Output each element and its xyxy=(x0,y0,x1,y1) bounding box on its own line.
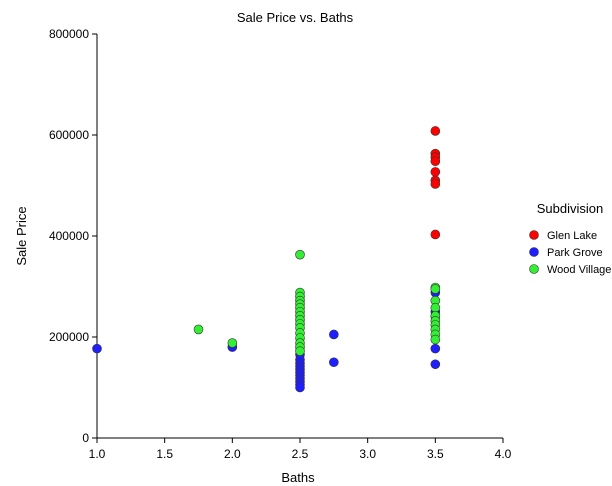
y-ticks: 0 200000 400000 600000 800000 xyxy=(49,27,97,445)
legend-label: Glen Lake xyxy=(547,230,597,242)
legend-marker xyxy=(529,230,539,240)
data-point xyxy=(430,229,441,240)
data-point xyxy=(430,284,441,294)
series-glen-lake xyxy=(430,126,441,240)
data-point xyxy=(430,343,441,354)
y-tick-label: 200000 xyxy=(49,330,89,344)
x-tick-label: 1.5 xyxy=(156,447,173,461)
data-point xyxy=(430,126,441,136)
series-wood-village xyxy=(193,249,441,356)
data-point xyxy=(430,302,441,313)
data-point xyxy=(430,334,441,345)
data-point xyxy=(430,179,441,189)
data-point xyxy=(295,346,305,356)
data-point xyxy=(92,343,102,354)
x-tick-label: 2.5 xyxy=(292,447,309,461)
chart-title: Sale Price vs. Baths xyxy=(237,10,354,25)
series-park-grove xyxy=(92,287,441,393)
x-axis-label: Baths xyxy=(281,470,315,485)
x-tick-label: 3.0 xyxy=(359,447,376,461)
data-point xyxy=(329,329,339,340)
y-tick-label: 600000 xyxy=(49,128,89,142)
data-points xyxy=(92,126,441,393)
data-point xyxy=(430,359,441,370)
data-point xyxy=(295,382,305,393)
legend-marker xyxy=(529,264,539,274)
y-tick-label: 400000 xyxy=(49,229,89,243)
data-point xyxy=(430,156,441,167)
y-tick-label: 0 xyxy=(82,431,89,445)
data-point xyxy=(430,167,441,177)
legend-label: Park Grove xyxy=(547,247,603,259)
y-tick-label: 800000 xyxy=(49,27,89,41)
legend: Subdivision Glen Lake Park Grove Wood Vill… xyxy=(529,201,611,276)
x-tick-label: 3.5 xyxy=(427,447,444,461)
data-point xyxy=(295,249,305,260)
legend-label: Wood Village xyxy=(547,264,611,276)
legend-marker xyxy=(529,247,539,257)
legend-items: Glen Lake Park Grove Wood Village xyxy=(529,230,611,276)
legend-title: Subdivision xyxy=(537,201,604,216)
data-point xyxy=(193,324,204,335)
x-tick-label: 1.0 xyxy=(89,447,106,461)
x-ticks: 1.0 1.5 2.0 2.5 3.0 3.5 4.0 xyxy=(89,438,512,461)
y-axis-label: Sale Price xyxy=(14,206,29,265)
x-tick-label: 4.0 xyxy=(495,447,512,461)
data-point xyxy=(227,338,238,348)
x-tick-label: 2.0 xyxy=(224,447,241,461)
data-point xyxy=(329,357,339,368)
